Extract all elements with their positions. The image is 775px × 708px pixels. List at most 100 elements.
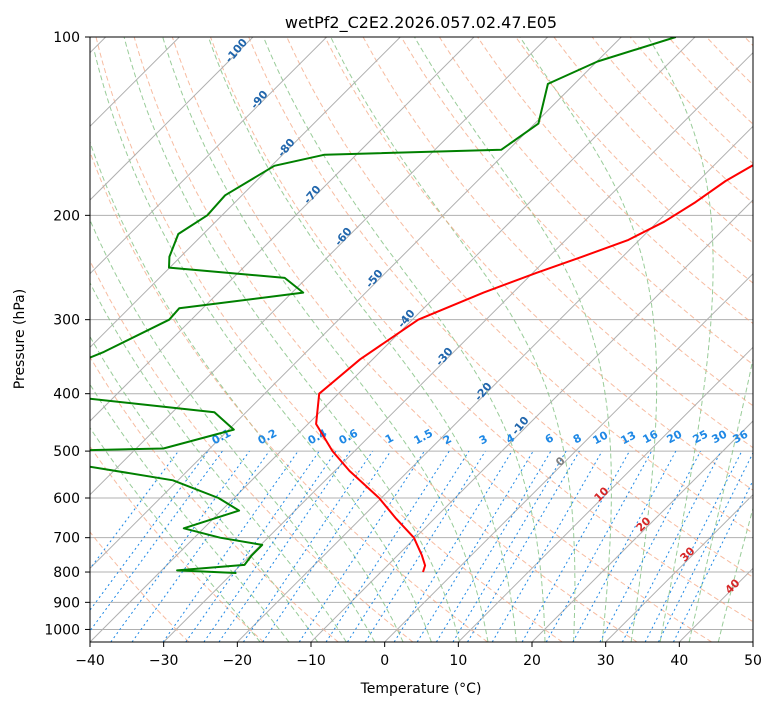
- temperature-line: [315, 164, 753, 573]
- moist-adiabat-line: [414, 37, 612, 642]
- y-tick-label: 800: [53, 565, 80, 581]
- isotherm-line: [310, 199, 753, 642]
- dry-adiabat-label: -30: [433, 345, 456, 369]
- mixing-ratio-label: 36: [731, 427, 751, 446]
- moist-adiabat-line: [90, 140, 404, 642]
- dry-adiabat-line: [553, 37, 753, 244]
- dry-adiabat-line: [248, 37, 753, 578]
- moist-adiabat-line: [90, 383, 290, 642]
- mixing-ratio-line: [298, 450, 425, 642]
- isotherm-line: [163, 51, 753, 642]
- x-tick-label: 30: [597, 653, 615, 669]
- mixing-ratio-label: 0.6: [337, 426, 361, 447]
- mixing-ratio-line: [393, 450, 513, 642]
- mixing-ratio-line: [347, 450, 470, 642]
- isotherm-line: [90, 37, 254, 201]
- moist-adiabat-label: 30: [678, 544, 698, 564]
- mixing-ratio-label: 30: [710, 427, 730, 446]
- mixing-ratio-label: 1.5: [412, 427, 435, 448]
- mixing-ratio-label: 3: [477, 432, 490, 447]
- x-tick-label: 10: [449, 653, 467, 669]
- x-tick-label: 20: [523, 653, 541, 669]
- mixing-ratio-line: [325, 450, 450, 642]
- mixing-ratio-line: [491, 450, 603, 642]
- moist-adiabat-line: [90, 335, 319, 642]
- y-tick-label: 200: [53, 208, 80, 224]
- isotherm-line: [90, 37, 401, 349]
- moist-adiabat-line: [123, 37, 461, 642]
- dry-adiabat-label: -60: [332, 225, 355, 249]
- mixing-ratio-line: [110, 450, 250, 642]
- mixing-ratio-line: [90, 450, 223, 632]
- mixing-ratio-label: 25: [691, 428, 711, 447]
- y-tick-label: 900: [53, 595, 80, 611]
- x-tick-label: 40: [670, 653, 688, 669]
- dry-adiabat-label: -70: [301, 183, 324, 207]
- moist-adiabat-line: [688, 356, 753, 642]
- isotherm-line: [90, 37, 696, 642]
- x-tick-label: −40: [75, 653, 105, 669]
- isotherm-line: [457, 346, 753, 642]
- dry-adiabat-line: [477, 37, 753, 325]
- profile-series: [90, 37, 753, 574]
- x-tick-label: −30: [149, 653, 179, 669]
- dry-adiabat-line: [90, 356, 339, 642]
- mixing-ratio-line: [521, 450, 630, 642]
- isotherm-line: [531, 420, 753, 642]
- x-tick-label: −10: [296, 653, 326, 669]
- y-tick-label: 400: [53, 387, 80, 403]
- isotherm-line: [384, 272, 753, 642]
- mixing-ratio-label: 20: [665, 427, 685, 446]
- dry-adiabat-line: [90, 259, 414, 642]
- dry-adiabat-label: -100: [222, 36, 250, 66]
- mixing-ratio-line: [435, 450, 552, 642]
- dry-adiabat-label: -50: [363, 267, 386, 291]
- x-tick-label: 50: [744, 653, 762, 669]
- mixing-ratio-label: 0.2: [256, 427, 279, 448]
- mixing-ratio-line: [452, 450, 567, 642]
- moist-adiabat-line: [519, 37, 658, 642]
- mixing-ratio-line: [90, 450, 209, 611]
- isotherm-line: [605, 493, 753, 642]
- axis-ticks: −40 −30 −20 −10 0 10 20 30 40 5010020030040050060…: [44, 30, 762, 669]
- mixing-ratio-line: [672, 479, 753, 642]
- mixing-ratio-line: [572, 450, 677, 642]
- mixing-ratio-label: 13: [619, 429, 639, 448]
- isotherms: [90, 37, 753, 642]
- y-tick-label: 100: [53, 30, 80, 46]
- chart-title: wetPf2_C2E2.2026.057.02.47.E05: [285, 13, 557, 33]
- mixing-ratio-label: 1: [383, 431, 396, 446]
- dry-adiabat-line: [400, 37, 753, 407]
- dry-adiabat-label: -80: [275, 136, 298, 160]
- y-axis-title: Pressure (hPa): [12, 289, 28, 389]
- y-tick-label: 500: [53, 444, 80, 460]
- mixing-ratio-line: [242, 450, 374, 642]
- dry-adiabat-line: [515, 37, 753, 284]
- dry-adiabat-label: -10: [509, 414, 532, 438]
- mixing-ratio-line: [644, 450, 743, 642]
- plot-area: 0.1 0.2 0.4 0.6 1 1.5 2 3 4 6 8 10 13 16 20 25 30 36-100-…: [90, 36, 753, 642]
- dewpoint-line: [90, 37, 677, 574]
- x-tick-label: −20: [223, 653, 253, 669]
- moist-adiabat-label: 20: [634, 514, 654, 534]
- isotherm-line: [752, 641, 753, 642]
- mixing-ratio-line: [162, 450, 299, 642]
- isotherm-line: [90, 37, 549, 496]
- moist-adiabat-label: 40: [723, 576, 743, 596]
- moist-adiabat-line: [717, 506, 753, 642]
- moist-adiabat-line: [90, 218, 376, 642]
- dry-adiabat-line: [95, 37, 563, 642]
- dry-adiabat-line: [362, 37, 753, 449]
- mixing-ratio-line: [185, 450, 320, 642]
- dry-adiabat-line: [438, 37, 753, 366]
- moist-adiabat-line: [330, 37, 576, 642]
- moist-adiabat-line: [262, 37, 546, 642]
- moist-adiabats: [90, 37, 753, 642]
- isotherm-line: [90, 37, 622, 570]
- mixing-ratio-label: 10: [591, 428, 611, 447]
- isotherm-line: [236, 125, 753, 642]
- mixing-ratio-lines: [90, 450, 753, 642]
- isotherm-line: [90, 37, 328, 275]
- annotations: 0.1 0.2 0.4 0.6 1 1.5 2 3 4 6 8 10 13 16 20 25 30 36-100-…: [210, 36, 751, 597]
- dry-adiabat-line: [171, 37, 712, 642]
